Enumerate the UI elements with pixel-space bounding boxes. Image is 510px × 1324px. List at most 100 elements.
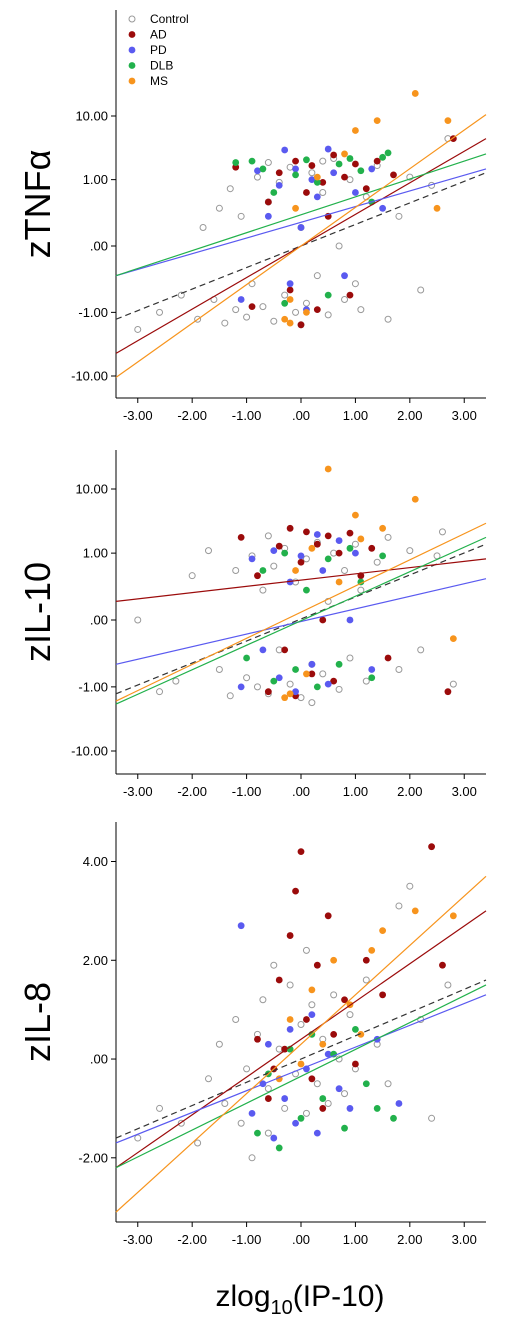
point-pd [292,688,299,696]
y-tick-label: -10.00 [71,369,108,384]
point-ad [379,991,387,999]
point-ad [264,1095,272,1102]
point-ad [308,162,316,169]
point-pd [352,189,359,196]
point-ad [439,961,446,969]
point-control [270,961,278,969]
point-dlb [313,178,321,186]
point-control [264,1129,272,1137]
panel-1: 10.00 1.00 .00 -1.00 -10.00 -3.00 -2.00 -1.00 .0… [17,10,487,423]
x-tick-label: -3.00 [123,1232,153,1247]
x-tick-label: -2.00 [177,784,207,799]
point-ad [373,157,381,165]
x-tick-label: -3.00 [123,408,153,423]
fit-line-ms [115,114,487,378]
point-dlb [259,567,267,574]
point-control [205,1075,212,1083]
x-axis-title-main: zlog [216,1280,271,1313]
y-tick-label: -1.00 [78,679,108,694]
point-pd [313,1129,321,1137]
point-control [384,315,392,323]
point-control [302,946,310,954]
point-pd [292,1119,299,1127]
point-ad [352,160,359,168]
point-dlb [303,156,310,164]
point-ad [292,157,299,165]
point-ad [319,1105,327,1112]
point-dlb [297,1114,305,1122]
point-ad [297,321,305,329]
y-tick-label: 10.00 [75,482,108,497]
x-tick-label: .00 [292,784,310,799]
y-tick-label: .00 [90,239,108,254]
point-ms [292,204,299,212]
point-control [156,1104,164,1112]
point-pd [346,616,354,624]
point-control [324,597,332,605]
x-axis-title-subscript: 10 [271,1297,293,1319]
point-ad [303,1016,310,1023]
point-pd [368,165,376,173]
point-ad [264,688,272,696]
fit-line-dlb [115,984,487,1169]
point-ad [254,1035,261,1043]
fit-line-dlb [115,153,487,277]
point-pd [237,922,245,930]
point-ms [368,946,376,954]
point-control [194,315,202,323]
x-tick-label: 3.00 [452,408,477,423]
point-control [351,540,359,548]
point-ad [368,544,376,552]
point-ad [313,306,321,314]
point-ms [411,90,419,97]
point-control [313,272,321,280]
point-dlb [341,1124,348,1132]
point-ms [319,1040,327,1048]
point-ms [449,912,457,920]
point-ad [341,996,348,1004]
x-tick-label: -3.00 [123,784,153,799]
point-ms [379,927,387,935]
point-pd [292,165,299,173]
point-control [346,176,354,184]
fit-line-ms [115,522,487,702]
point-control [417,286,425,294]
point-ms [281,694,289,702]
point-ad [428,843,435,851]
point-pd [270,1134,278,1142]
point-control [264,159,272,167]
point-control [215,1040,223,1048]
point-control [221,319,229,327]
point-pd [335,537,343,544]
point-control [384,1080,392,1088]
point-ad [264,198,272,206]
point-pd [248,1109,256,1117]
y-axis-title: zIL-8 [17,982,58,1062]
point-control [341,295,349,303]
point-control [156,688,164,696]
point-control [335,242,343,250]
point-control [324,311,332,319]
x-tick-label: 2.00 [397,1232,422,1247]
y-tick-label: -1.00 [78,305,108,320]
point-control [417,646,425,654]
point-ms [303,308,310,316]
point-ad [275,542,283,550]
point-dlb [275,1144,283,1152]
point-dlb [292,666,299,673]
point-control [286,680,294,688]
point-ad [313,961,321,969]
point-control [373,558,381,566]
point-control [302,555,310,563]
point-control [438,528,446,536]
point-ms [297,1060,305,1068]
point-pd [281,1095,289,1102]
point-ad [330,677,338,685]
point-ad [286,524,294,532]
point-ms [357,535,365,543]
point-ad [286,932,294,939]
point-ad [319,616,327,624]
point-ms [286,1016,294,1023]
point-pd [270,547,278,555]
y-tick-label: 4.00 [83,854,108,869]
